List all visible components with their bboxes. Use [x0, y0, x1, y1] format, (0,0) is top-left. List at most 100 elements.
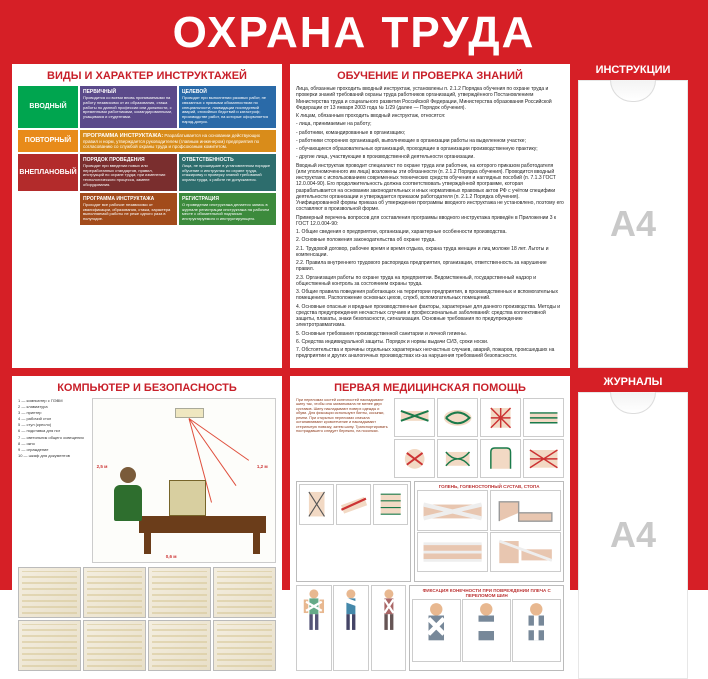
pocket-label-top: ИНСТРУКЦИИ	[578, 64, 688, 76]
pocket-notch	[610, 80, 656, 102]
train-para: Вводный инструктаж проводит специалист п…	[296, 163, 564, 213]
train-para: - другие лица, участвующие в производств…	[296, 154, 564, 160]
pocket-notch	[610, 392, 656, 414]
legend-item: 3 — принтер	[18, 410, 88, 415]
monitor-icon	[169, 480, 205, 516]
legend-item: 9 — ограждение	[18, 447, 88, 452]
training-text: Лица, обязанные проходить вводный инстру…	[296, 86, 564, 360]
legend-item: 8 — окно	[18, 441, 88, 446]
fig	[523, 439, 564, 479]
train-para: - лица, принимаемые на работу;	[296, 121, 564, 127]
workstation-legend: 1 — компьютер с ПЭВМ2 — клавиатура3 — пр…	[18, 398, 88, 564]
fig	[394, 439, 435, 479]
train-para: Лица, обязанные проходить вводный инстру…	[296, 86, 564, 111]
fig	[299, 484, 334, 524]
train-para: - обучающиеся образовательных организаци…	[296, 146, 564, 152]
train-para: 4. Основные опасные и вредные производст…	[296, 304, 564, 329]
panel-a-title: ВИДЫ И ХАРАКТЕР ИНСТРУКТАЖЕЙ	[18, 70, 276, 82]
desk-icon	[139, 516, 266, 532]
poster-thumbnails	[18, 567, 276, 671]
thumb	[83, 567, 146, 618]
dim-b: 0,6 м	[166, 554, 177, 559]
legend-item: 1 — компьютер с ПЭВМ	[18, 398, 88, 403]
legend-item: 2 — клавиатура	[18, 404, 88, 409]
label-vvodny: ВВОДНЫЙ	[18, 86, 78, 128]
train-para: 5. Основные требования производственной …	[296, 331, 564, 337]
panel-c-title: КОМПЬЮТЕР И БЕЗОПАСНОСТЬ	[18, 382, 276, 394]
person-icon	[108, 467, 148, 533]
thumb	[213, 567, 276, 618]
legend-item: 10 — шкаф для документов	[18, 453, 88, 458]
fig	[417, 532, 488, 572]
person-back	[371, 585, 407, 671]
thumb	[148, 620, 211, 671]
pocket-instructions: ИНСТРУКЦИИ А4	[578, 64, 688, 368]
block-reg2: РЕГИСТРАЦИЯ О проведении инструктажа дел…	[179, 193, 276, 225]
legend-item: 6 — подставка для ног	[18, 428, 88, 433]
thumb	[148, 567, 211, 618]
legend-item: 5 — стул (кресло)	[18, 422, 88, 427]
block-otvet: ОТВЕТСТВЕННОСТЬ Лица, не прошедшие в уст…	[179, 154, 276, 191]
aid-box-limb	[296, 481, 411, 581]
train-para: Примерный перечень вопросов для составле…	[296, 215, 564, 228]
safety-board: ОХРАНА ТРУДА ВИДЫ И ХАРАКТЕР ИНСТРУКТАЖЕ…	[0, 0, 708, 590]
train-para: 7. Обстоятельства и причины отдельных ха…	[296, 347, 564, 360]
aid-instructions: При переломах костей конечностей наклады…	[296, 398, 391, 479]
a4-placeholder: А4	[610, 203, 656, 245]
fig	[437, 398, 478, 438]
fig	[462, 599, 511, 662]
train-para: - работники, командированные в организац…	[296, 130, 564, 136]
dim-a: 2,5 м	[97, 464, 108, 469]
legend-item: 7 — светильник общего освещения	[18, 435, 88, 440]
aid-people	[296, 585, 406, 671]
fig	[437, 439, 478, 479]
legend-item: 4 — рабочий стол	[18, 416, 88, 421]
fig	[480, 439, 521, 479]
program-row: ПРОГРАММА ИНСТРУКТАЖА: Разрабатывается н…	[80, 130, 276, 152]
briefing-grid: ВВОДНЫЙ ПЕРВИЧНЫЙ Проводится со всеми вн…	[18, 86, 276, 225]
aid-box-ankle: ГОЛЕНЬ, ГОЛЕНОСТОПНЫЙ СУСТАВ, СТОПА	[414, 481, 564, 581]
panel-training: ОБУЧЕНИЕ И ПРОВЕРКА ЗНАНИЙ Лица, обязанн…	[290, 64, 570, 368]
train-para: 2. Основные положения законодательства о…	[296, 237, 564, 243]
label-povtorny: ПОВТОРНЫЙ	[18, 130, 78, 152]
dim-c: 1,2 м	[257, 464, 268, 469]
fig	[523, 398, 564, 438]
pocket-journals: ЖУРНАЛЫ А4	[578, 376, 688, 679]
thumb	[18, 567, 81, 618]
lamp-icon	[175, 408, 204, 418]
thumb	[213, 620, 276, 671]
a4-pocket: А4	[578, 80, 688, 368]
content-grid: ВИДЫ И ХАРАКТЕР ИНСТРУКТАЖЕЙ ВВОДНЫЙ ПЕР…	[12, 64, 696, 679]
fig	[480, 398, 521, 438]
fig	[373, 484, 408, 524]
person-side	[333, 585, 369, 671]
label-vneplanovy: ВНЕПЛАНОВЫЙ	[18, 154, 78, 191]
fig	[394, 398, 435, 438]
bandage-figures	[394, 398, 564, 479]
train-para: 2.3. Организация работы по охране труда …	[296, 275, 564, 288]
panel-computer-safety: КОМПЬЮТЕР И БЕЗОПАСНОСТЬ 1 — компьютер с…	[12, 376, 282, 679]
panel-briefing-types: ВИДЫ И ХАРАКТЕР ИНСТРУКТАЖЕЙ ВВОДНЫЙ ПЕР…	[12, 64, 282, 368]
panel-d-title: ПЕРВАЯ МЕДИЦИНСКАЯ ПОМОЩЬ	[296, 382, 564, 394]
train-para: 6. Средства индивидуальной защиты. Поряд…	[296, 339, 564, 345]
thumb	[18, 620, 81, 671]
a4-pocket: А4	[578, 392, 688, 679]
block-pervichny: ПЕРВИЧНЫЙ Проводится со всеми вновь прин…	[80, 86, 177, 128]
panel-first-aid: ПЕРВАЯ МЕДИЦИНСКАЯ ПОМОЩЬ При переломах …	[290, 376, 570, 679]
board-title: ОХРАНА ТРУДА	[12, 8, 696, 58]
train-para: 2.2. Правила внутреннего трудового распо…	[296, 260, 564, 273]
fig	[417, 490, 488, 530]
fig	[490, 490, 561, 530]
workstation-diagram: 2,5 м 0,6 м 1,2 м	[92, 398, 276, 564]
train-para: 1. Общие сведения о предприятии, организ…	[296, 229, 564, 235]
thumb	[83, 620, 146, 671]
train-para: 2.1. Трудовой договор, рабочее время и в…	[296, 246, 564, 259]
train-para: К лицам, обязанным проходить вводный инс…	[296, 113, 564, 119]
fig	[512, 599, 561, 662]
train-para: - работники сторонних организаций, выпол…	[296, 138, 564, 144]
panel-b-title: ОБУЧЕНИЕ И ПРОВЕРКА ЗНАНИЙ	[296, 70, 564, 82]
aid-box-shoulder: ФИКСАЦИЯ КОНЕЧНОСТИ ПРИ ПОВРЕЖДЕНИИ ПЛЕЧ…	[409, 585, 564, 671]
block-registr: ПРОГРАММА ИНСТРУКТАЖА Проходят все рабоч…	[80, 193, 177, 225]
fig	[336, 484, 371, 524]
fig	[490, 532, 561, 572]
